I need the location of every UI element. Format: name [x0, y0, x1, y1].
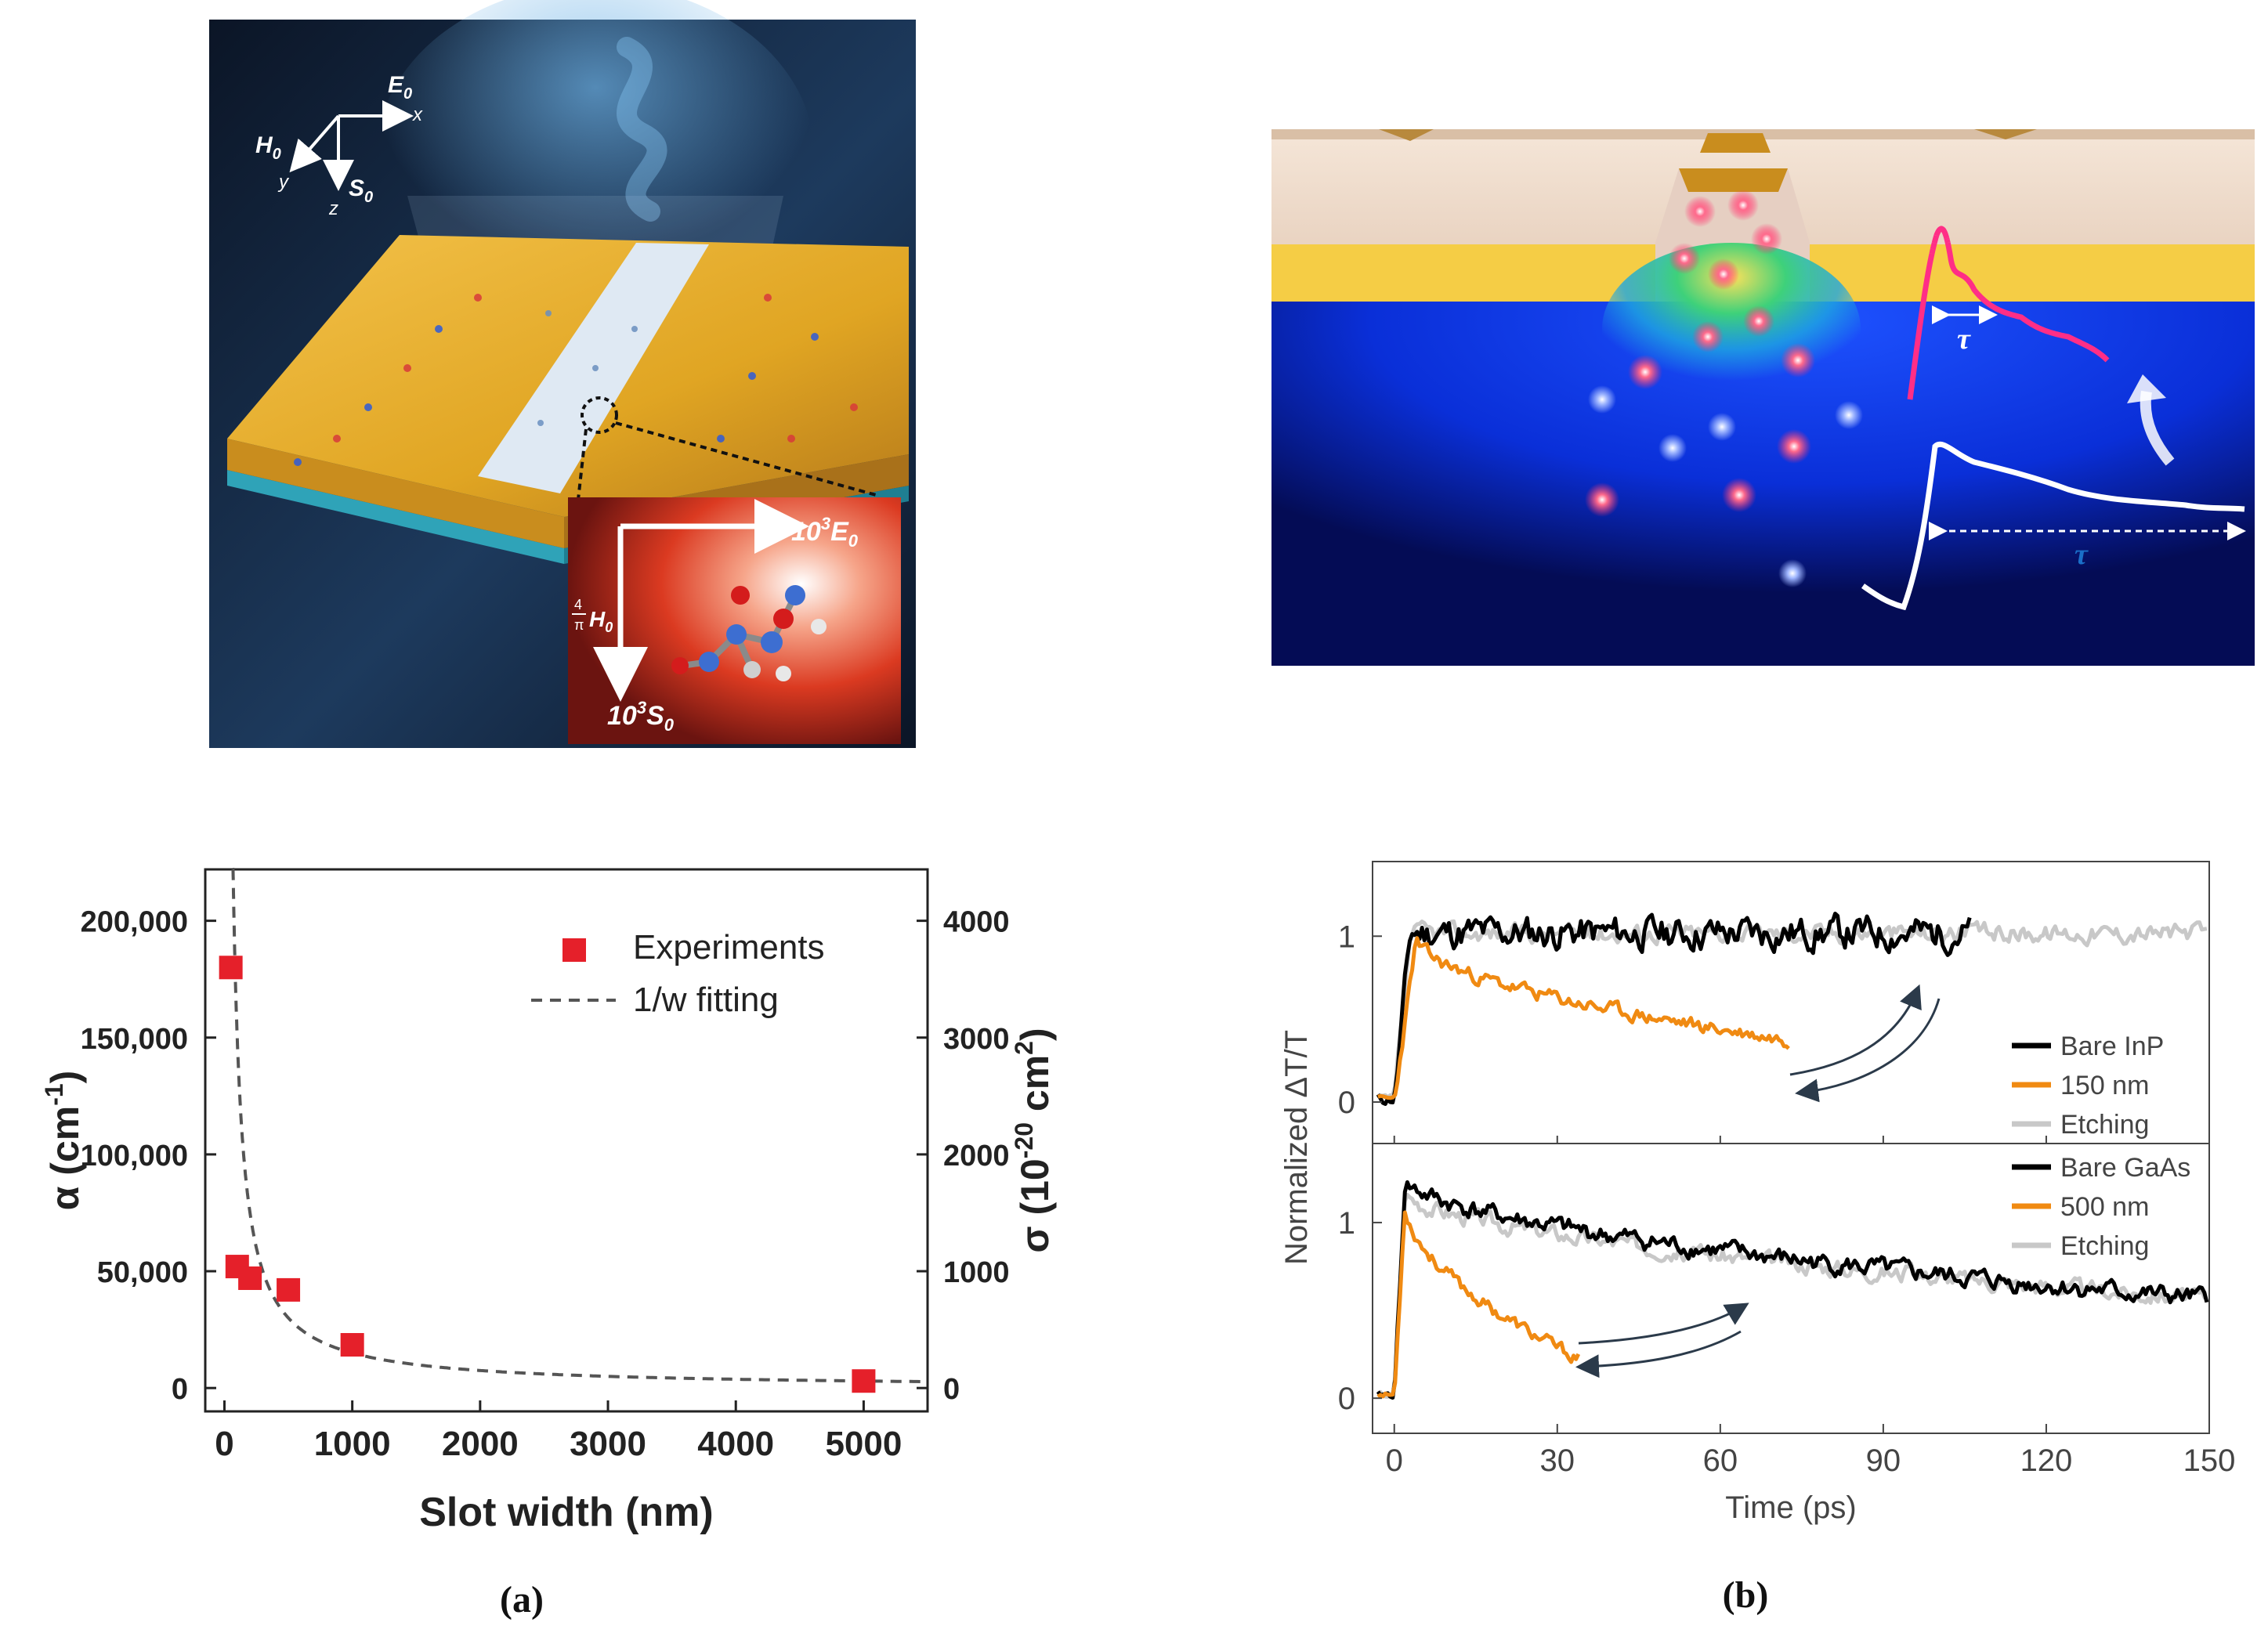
x-tick-label: 150 [2183, 1443, 2236, 1478]
x-tick-label: 5000 [825, 1425, 902, 1463]
axis-s0-label: S0 [349, 175, 373, 206]
axis-z-label: z [328, 198, 338, 219]
y-tick-label: 100,000 [81, 1140, 188, 1172]
data-point-experiment [238, 1266, 262, 1290]
coordinate-axes: E0 x H0 y S0 z [255, 72, 423, 219]
legend-label-fit: 1/w fitting [633, 981, 779, 1019]
molecule-model [671, 585, 827, 681]
plot-frame-top [1372, 861, 2210, 1144]
gold-notch [1974, 129, 2037, 139]
x-tick-label: 0 [1386, 1443, 1403, 1478]
x-axis-label: Time (ps) [1725, 1490, 1856, 1525]
y-tick-label: 1 [1338, 1206, 1355, 1241]
data-point-experiment [340, 1332, 364, 1357]
y-tick-label: 50,000 [97, 1256, 188, 1289]
inset-background [568, 497, 901, 744]
axis-e0-label: E0 [388, 72, 412, 103]
y2-tick-label: 1000 [943, 1256, 1010, 1289]
y-tick-label: 150,000 [81, 1023, 188, 1056]
x-tick-label: 1000 [314, 1425, 391, 1463]
data-point-experiment [219, 956, 243, 980]
panel-a-label: (a) [500, 1579, 544, 1621]
slot-antenna-illustration: E0 x H0 y S0 z 103E0 103S0 π 4 π H0 [209, 0, 916, 748]
x-tick-label: 0 [215, 1425, 233, 1463]
slow-decay-trace [1861, 441, 2245, 611]
zoom-line [615, 421, 877, 497]
legend-label: Bare InP [2060, 1032, 2164, 1061]
panel-b-label: (b) [1723, 1574, 1769, 1616]
legend-label: Etching [2060, 1110, 2149, 1140]
x-axis-label: Slot width (nm) [419, 1490, 713, 1535]
incident-wave [617, 37, 667, 222]
axis-x-label: x [412, 104, 423, 125]
inset-h-label: H0 [589, 607, 613, 635]
field-enhancement-inset: 103E0 103S0 π 4 π H0 [568, 497, 901, 744]
trace-150-nm [1377, 936, 1790, 1100]
y-axis-label: Normalized ΔT/T [1279, 1030, 1314, 1265]
inp-comparison-arrow [1795, 998, 1941, 1103]
y2-tick-label: 4000 [943, 906, 1010, 939]
inset-h-frac-num: 4 [574, 597, 582, 612]
y2-axis-label: σ (10-20 cm2) [1010, 1028, 1057, 1252]
y-tick-label: 1 [1338, 920, 1355, 954]
data-point-experiment [852, 1369, 876, 1393]
y2-tick-label: 0 [943, 1373, 960, 1406]
y-tick-label: 0 [1338, 1382, 1355, 1416]
x-tick-label: 90 [1866, 1443, 1901, 1478]
legend-marker-experiments [562, 938, 586, 962]
legend-label: 500 nm [2060, 1192, 2149, 1222]
gaas-comparison-arrow [1575, 1330, 1742, 1378]
axis-h0-label: H0 [255, 132, 281, 163]
y-tick-label: 200,000 [81, 906, 188, 939]
x-tick-label: 30 [1540, 1443, 1575, 1478]
x-tick-label: 60 [1703, 1443, 1738, 1478]
trace-500-nm [1376, 1210, 1581, 1399]
carriers [1585, 190, 1863, 587]
y-tick-label: 0 [1338, 1086, 1355, 1120]
gold-notch [1379, 129, 1434, 141]
y-tick-label: 0 [172, 1373, 188, 1406]
trench-rim [1679, 168, 1788, 192]
x-tick-label: 120 [2020, 1443, 2073, 1478]
legend-label-experiments: Experiments [633, 928, 825, 967]
x-tick-label: 2000 [442, 1425, 519, 1463]
substrate-layer [227, 470, 564, 564]
gaas-comparison-arrow [1578, 1303, 1749, 1345]
zoom-circle [581, 396, 618, 434]
plot-frame-bottom [1372, 1143, 2210, 1434]
legend-label: 150 nm [2060, 1071, 2149, 1100]
x-tick-label: 4000 [697, 1425, 774, 1463]
legend-label: Bare GaAs [2060, 1153, 2190, 1183]
x-tick-label: 3000 [570, 1425, 646, 1463]
y-axis-label: α (cm-1) [40, 1071, 87, 1211]
data-point-experiment [277, 1277, 301, 1302]
trace-bare-inp [1376, 912, 1972, 1106]
inset-h-frac-den: π [574, 617, 584, 633]
absorption-chart: 0 1000 2000 3000 4000 5000 0 50,000 100,000 150,0… [40, 868, 1057, 1535]
axis-y-label: y [277, 172, 290, 193]
fit-line-1-over-w [231, 868, 928, 1383]
trace-bare-gaas [1376, 1180, 2209, 1400]
nanogap-carrier-illustration: τ τ [1271, 129, 2255, 666]
tau-lower-label: τ [2074, 538, 2089, 571]
legend-label: Etching [2060, 1231, 2149, 1261]
fast-decay-trace [1907, 226, 2110, 400]
molecule-dots [294, 294, 858, 466]
curved-arrow-head [2127, 374, 2166, 403]
y2-tick-label: 3000 [943, 1023, 1010, 1056]
inset-e-label: 103E0 [791, 514, 859, 551]
transient-transmission-chart: 0 1 0 1 0 30 60 90 120 150 Bare InP 150 nm Etching B… [1279, 861, 2236, 1525]
trench-rim [1700, 133, 1771, 153]
inset-s-label: 103S0 [607, 698, 675, 735]
tau-upper-label: τ [1957, 323, 1971, 356]
inp-comparison-arrow [1789, 984, 1922, 1076]
gold-film-side [227, 439, 564, 548]
y2-tick-label: 2000 [943, 1140, 1010, 1172]
